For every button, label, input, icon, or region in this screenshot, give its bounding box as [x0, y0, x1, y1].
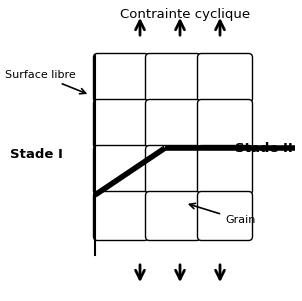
FancyBboxPatch shape	[146, 100, 201, 148]
Text: Stade II: Stade II	[235, 141, 293, 154]
FancyBboxPatch shape	[198, 100, 252, 148]
FancyBboxPatch shape	[94, 54, 149, 103]
FancyBboxPatch shape	[94, 100, 149, 148]
FancyBboxPatch shape	[146, 54, 201, 103]
FancyBboxPatch shape	[198, 191, 252, 240]
Text: Contrainte cyclique: Contrainte cyclique	[120, 8, 250, 21]
FancyBboxPatch shape	[146, 191, 201, 240]
Text: Surface libre: Surface libre	[5, 70, 86, 94]
FancyBboxPatch shape	[94, 191, 149, 240]
FancyBboxPatch shape	[94, 145, 149, 194]
Text: Stade I: Stade I	[10, 148, 63, 162]
FancyBboxPatch shape	[198, 54, 252, 103]
FancyBboxPatch shape	[198, 145, 252, 194]
FancyBboxPatch shape	[146, 145, 201, 194]
Text: Grain: Grain	[189, 203, 255, 225]
